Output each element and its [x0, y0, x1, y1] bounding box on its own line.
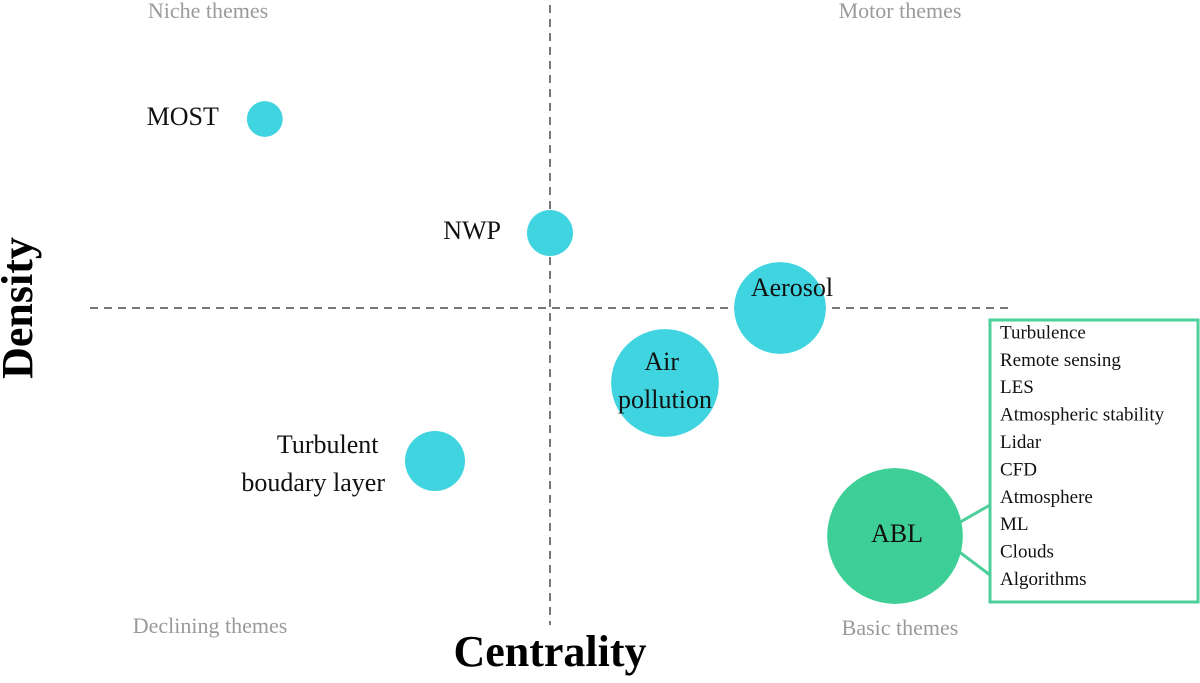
keyword: Remote sensing	[1000, 350, 1121, 371]
bubble-label: Aerosol	[751, 273, 833, 302]
connector	[955, 548, 991, 577]
bubble-label: NWP	[443, 216, 501, 245]
x-axis-title: Centrality	[453, 627, 646, 676]
bubble-label: Air pollution	[618, 347, 712, 414]
bubble	[246, 101, 283, 137]
keyword: Atmospheric stability	[1000, 405, 1165, 426]
keyword: Atmosphere	[1000, 487, 1093, 508]
quadrant-label: Motor themes	[839, 0, 962, 23]
y-axis-title: Density	[0, 237, 42, 379]
quadrant-label: Basic themes	[842, 615, 959, 640]
bubble-label: ABL	[871, 519, 923, 548]
bubble	[405, 431, 465, 491]
bubble	[827, 468, 963, 604]
keyword: Turbulence	[1000, 322, 1086, 343]
keyword: LES	[1000, 377, 1034, 398]
bubble	[611, 329, 719, 437]
keyword-box	[988, 318, 1200, 604]
connector	[956, 503, 991, 526]
keyword: Algorithms	[1000, 569, 1087, 590]
keyword: CFD	[1000, 459, 1037, 480]
bubble-label: MOST	[147, 102, 219, 131]
quadrant-label: Niche themes	[148, 0, 268, 23]
bubble	[526, 209, 574, 257]
keyword: ML	[1000, 514, 1029, 535]
keyword: Lidar	[1000, 432, 1042, 453]
bubble	[734, 262, 826, 354]
keyword: Clouds	[1000, 542, 1054, 563]
quadrant-label: Declining themes	[133, 613, 288, 638]
bubble-label: Turbulent boudary layer	[241, 430, 385, 497]
